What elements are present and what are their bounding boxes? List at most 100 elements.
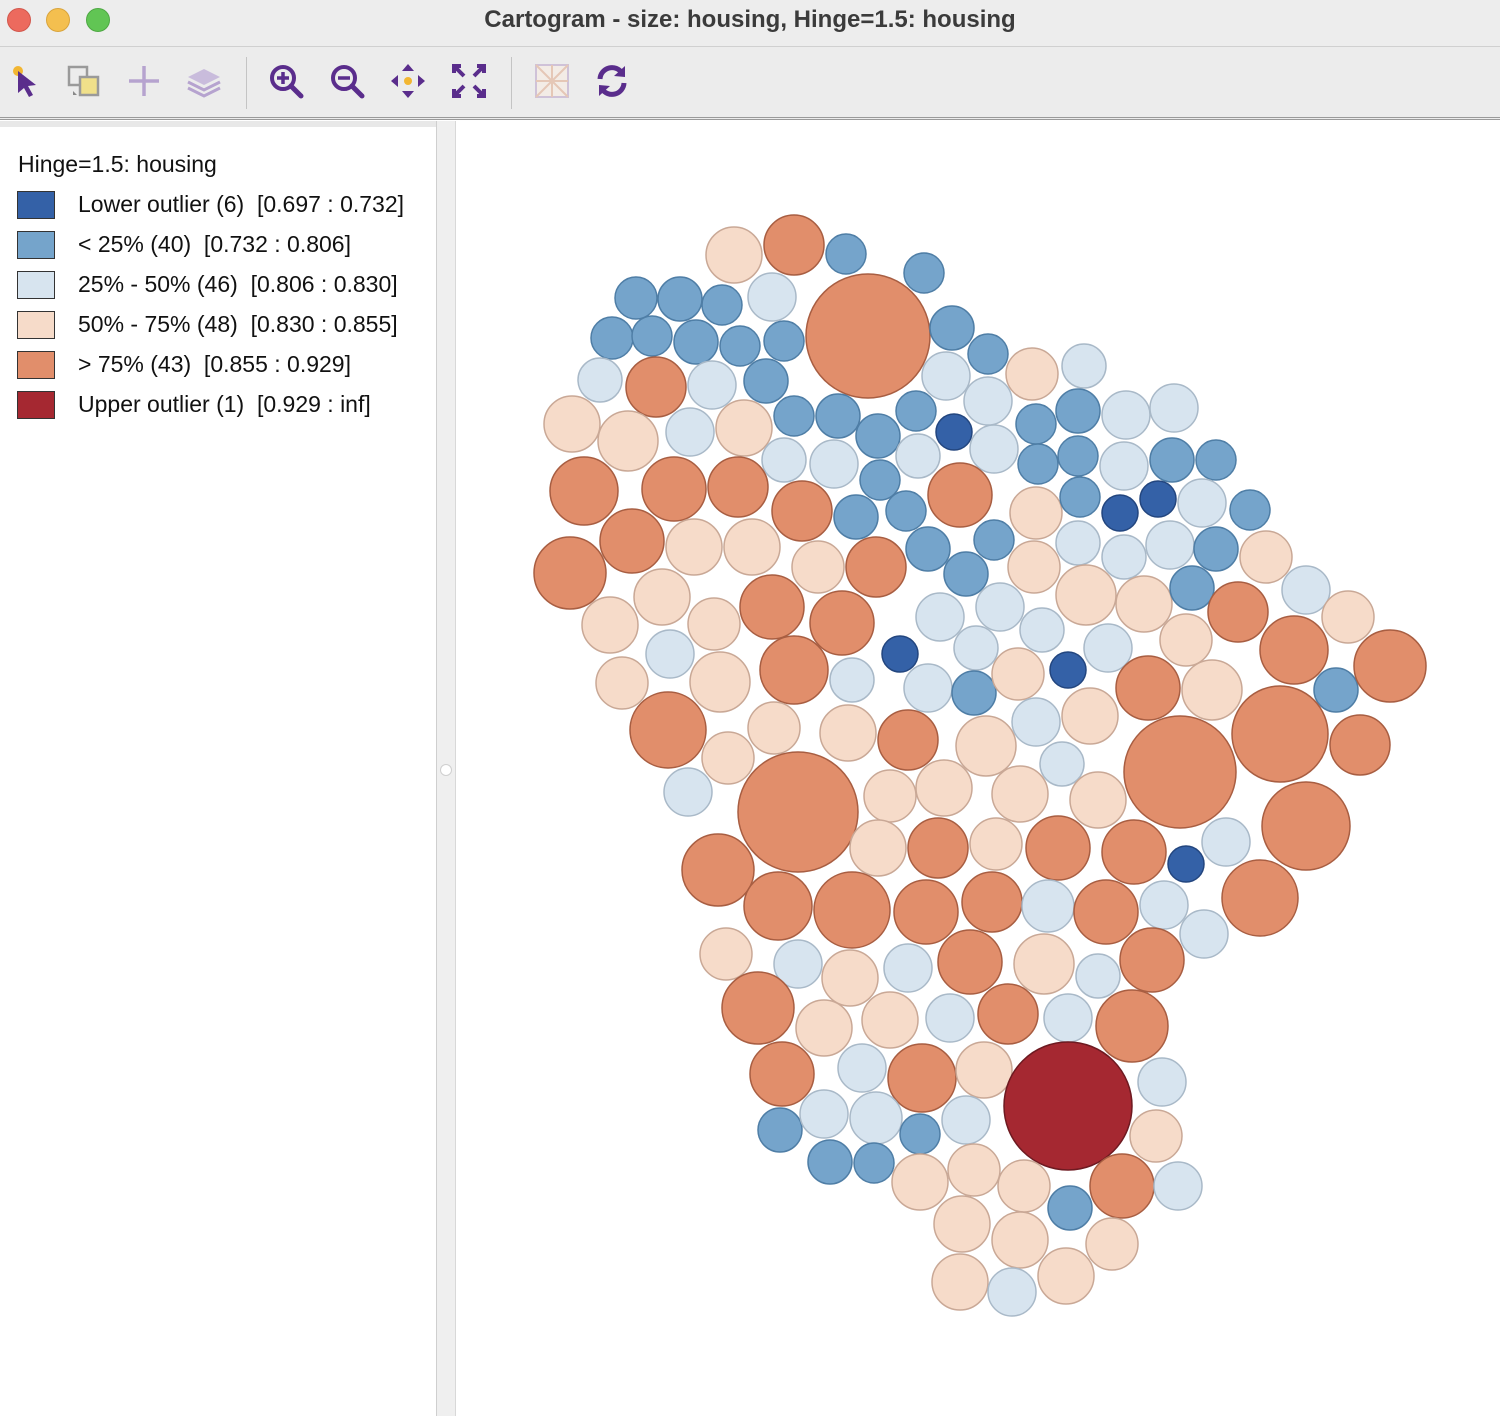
cartogram-circle-q50-75[interactable] <box>723 518 781 576</box>
cartogram-circle-q50-75[interactable] <box>715 399 773 457</box>
cartogram-circle-q50-75[interactable] <box>1005 347 1059 401</box>
cartogram-circle-below-25[interactable] <box>1059 476 1101 518</box>
cartogram-circle-above-75[interactable] <box>549 456 619 526</box>
cartogram-circle-below-25[interactable] <box>719 325 761 367</box>
cartogram-circle-below-25[interactable] <box>1055 388 1101 434</box>
cartogram-circle-q50-75[interactable] <box>997 1159 1051 1213</box>
select-pointer-icon[interactable] <box>6 61 46 101</box>
pan-icon[interactable] <box>388 61 428 101</box>
cartogram-circle-q25-50[interactable] <box>665 407 715 457</box>
cartogram-circle-below-25[interactable] <box>951 670 997 716</box>
cartogram-circle-above-75[interactable] <box>707 456 769 518</box>
cartogram-circle-above-75[interactable] <box>877 709 939 771</box>
cartogram-circle-below-25[interactable] <box>1169 565 1215 611</box>
cartogram-circle-q25-50[interactable] <box>1075 953 1121 999</box>
cartogram-circle-q25-50[interactable] <box>1281 565 1331 615</box>
cartogram-circle-below-25[interactable] <box>855 413 901 459</box>
cartogram-circle-above-75[interactable] <box>1101 819 1167 885</box>
cartogram-circle-above-75[interactable] <box>907 817 969 879</box>
cartogram-circle-below-25[interactable] <box>673 319 719 365</box>
cartogram-circle-below-25[interactable] <box>1047 1185 1093 1231</box>
cartogram-circle-above-75[interactable] <box>1261 781 1351 871</box>
cartogram-circle-q25-50[interactable] <box>915 592 965 642</box>
cartogram-circle-q50-75[interactable] <box>933 1195 991 1253</box>
layers-icon[interactable] <box>184 61 224 101</box>
cartogram-circle-lower-outlier[interactable] <box>1101 494 1139 532</box>
cartogram-circle-above-75[interactable] <box>737 751 859 873</box>
cartogram-circle-q25-50[interactable] <box>969 424 1019 474</box>
cartogram-circle-below-25[interactable] <box>614 276 658 320</box>
cartogram-circle-q50-75[interactable] <box>1061 687 1119 745</box>
cartogram-circle-above-75[interactable] <box>927 462 993 528</box>
cartogram-circle-q25-50[interactable] <box>1039 741 1085 787</box>
cartogram-circle-below-25[interactable] <box>807 1139 853 1185</box>
cartogram-circle-below-25[interactable] <box>899 1113 941 1155</box>
panel-splitter[interactable] <box>437 121 456 1416</box>
cartogram-circle-q25-50[interactable] <box>1055 520 1101 566</box>
cartogram-circle-below-25[interactable] <box>1017 443 1059 485</box>
cartogram-circle-q50-75[interactable] <box>1007 540 1061 594</box>
cartogram-circle-q25-50[interactable] <box>987 1267 1037 1317</box>
cartogram-circle-above-75[interactable] <box>1329 714 1391 776</box>
cartogram-circle-below-25[interactable] <box>815 393 861 439</box>
cartogram-circle-q50-75[interactable] <box>633 568 691 626</box>
minimize-window-button[interactable] <box>46 8 70 32</box>
cartogram-circle-above-75[interactable] <box>641 456 707 522</box>
cartogram-circle-q25-50[interactable] <box>645 629 695 679</box>
cartogram-circle-below-25[interactable] <box>967 333 1009 375</box>
cartogram-circle-above-75[interactable] <box>749 1041 815 1107</box>
cartogram-circle-below-25[interactable] <box>905 526 951 572</box>
cartogram-circle-below-25[interactable] <box>929 305 975 351</box>
cartogram-circle-below-25[interactable] <box>895 390 937 432</box>
cartogram-circle-q50-75[interactable] <box>1085 1217 1139 1271</box>
add-layer-icon[interactable] <box>124 61 164 101</box>
cartogram-circle-below-25[interactable] <box>885 490 927 532</box>
zoom-out-icon[interactable] <box>327 61 367 101</box>
cartogram-circle-lower-outlier[interactable] <box>1139 480 1177 518</box>
cartogram-circle-q50-75[interactable] <box>991 1211 1049 1269</box>
cartogram-circle-q50-75[interactable] <box>863 769 917 823</box>
cartogram-circle-q50-75[interactable] <box>1069 771 1127 829</box>
cartogram-circle-q50-75[interactable] <box>955 715 1017 777</box>
cartogram-circle-q50-75[interactable] <box>991 765 1049 823</box>
cartogram-circle-above-75[interactable] <box>1095 989 1169 1063</box>
cartogram-circle-above-75[interactable] <box>961 871 1023 933</box>
cartogram-circle-below-25[interactable] <box>1229 489 1271 531</box>
cartogram-circle-above-75[interactable] <box>759 635 829 705</box>
cartogram-circle-q25-50[interactable] <box>883 943 933 993</box>
cartogram-circle-q50-75[interactable] <box>747 701 801 755</box>
cartogram-circle-below-25[interactable] <box>701 284 743 326</box>
cartogram-circle-above-75[interactable] <box>629 691 707 769</box>
cartogram-circle-q25-50[interactable] <box>1043 993 1093 1043</box>
cartogram-circle-q25-50[interactable] <box>1101 534 1147 580</box>
cartogram-circle-lower-outlier[interactable] <box>881 635 919 673</box>
cartogram-circle-below-25[interactable] <box>1313 667 1359 713</box>
cartogram-circle-q25-50[interactable] <box>895 433 941 479</box>
cartogram-circle-q50-75[interactable] <box>1181 659 1243 721</box>
cartogram-circle-above-75[interactable] <box>809 590 875 656</box>
cartogram-circle-above-75[interactable] <box>1259 615 1329 685</box>
cartogram-circle-below-25[interactable] <box>903 252 945 294</box>
cartogram-circle-above-75[interactable] <box>887 1043 957 1113</box>
cartogram-circle-q25-50[interactable] <box>747 272 797 322</box>
cartogram-circle-q25-50[interactable] <box>687 360 737 410</box>
cartogram-circle-below-25[interactable] <box>943 551 989 597</box>
cartogram-circle-q25-50[interactable] <box>1149 383 1199 433</box>
maximize-window-button[interactable] <box>86 8 110 32</box>
cartogram-circle-above-75[interactable] <box>893 879 959 945</box>
cartogram-circle-below-25[interactable] <box>1195 439 1237 481</box>
fit-extent-icon[interactable] <box>449 61 489 101</box>
cartogram-circle-q25-50[interactable] <box>975 582 1025 632</box>
cartogram-circle-below-25[interactable] <box>590 316 634 360</box>
cartogram-circle-above-75[interactable] <box>1115 655 1181 721</box>
splitter-grip[interactable] <box>440 764 452 776</box>
cartogram-circle-above-75[interactable] <box>1353 629 1427 703</box>
cartogram-circle-above-75[interactable] <box>813 871 891 949</box>
refresh-icon[interactable] <box>592 61 632 101</box>
cartogram-circle-q50-75[interactable] <box>1159 613 1213 667</box>
cartogram-circle-lower-outlier[interactable] <box>935 413 973 451</box>
cartogram-circle-above-75[interactable] <box>1207 581 1269 643</box>
cartogram-circle-below-25[interactable] <box>1149 437 1195 483</box>
cartogram-circle-above-75[interactable] <box>533 536 607 610</box>
cartogram-circle-q25-50[interactable] <box>1101 390 1151 440</box>
